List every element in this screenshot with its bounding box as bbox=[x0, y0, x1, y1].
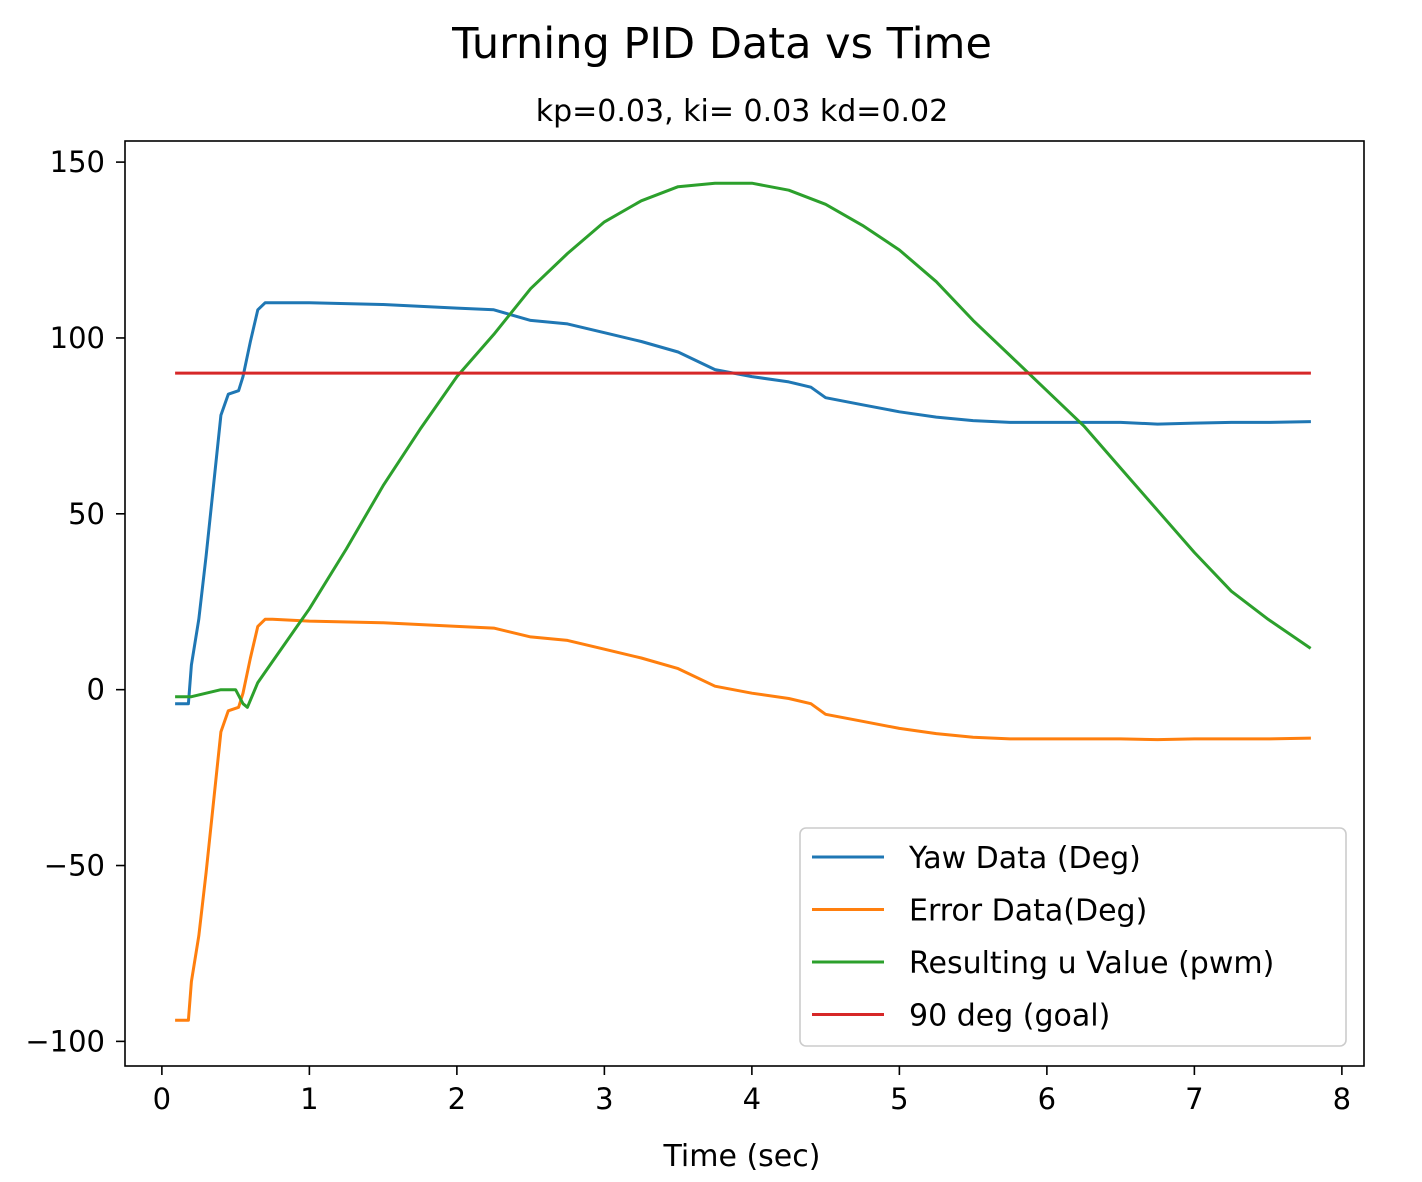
x-tick-label: 8 bbox=[1333, 1082, 1351, 1116]
y-tick-label: 100 bbox=[50, 321, 105, 355]
series-line-1 bbox=[175, 301, 1311, 706]
y-tick-label: 150 bbox=[50, 145, 105, 179]
y-axis: −100 −50 0 50 100 150 bbox=[25, 145, 125, 1058]
y-tick-label: 0 bbox=[87, 673, 105, 707]
x-tick-label: 7 bbox=[1185, 1082, 1203, 1116]
legend-label: Error Data(Deg) bbox=[909, 894, 1147, 929]
y-tick-label: −100 bbox=[25, 1024, 105, 1058]
x-tick-label: 5 bbox=[890, 1082, 908, 1116]
x-tick-label: 6 bbox=[1038, 1082, 1056, 1116]
x-axis-label: Time (sec) bbox=[663, 1139, 821, 1174]
legend-label: 90 deg (goal) bbox=[909, 999, 1110, 1034]
plot-frame bbox=[124, 140, 1365, 1067]
legend: Yaw Data (Deg) Error Data(Deg) Resulting u… bbox=[799, 827, 1347, 1047]
x-axis: 0 1 2 3 4 5 6 7 8 bbox=[153, 1066, 1351, 1116]
legend-label: Yaw Data (Deg) bbox=[908, 841, 1141, 876]
chart-subtitle: kp=0.03, ki= 0.03 kd=0.02 bbox=[536, 94, 949, 129]
y-tick-label: −50 bbox=[44, 849, 105, 883]
chart-title: Turning PID Data vs Time bbox=[451, 19, 992, 69]
series-lines bbox=[175, 181, 1312, 1022]
x-tick-label: 4 bbox=[743, 1082, 761, 1116]
y-tick-label: 50 bbox=[68, 497, 105, 531]
x-tick-label: 1 bbox=[300, 1082, 318, 1116]
legend-box bbox=[799, 827, 1347, 1047]
series-line-3 bbox=[175, 181, 1312, 709]
x-tick-label: 0 bbox=[153, 1082, 171, 1116]
legend-label: Resulting u Value (pwm) bbox=[909, 946, 1274, 981]
series-line-2 bbox=[175, 617, 1311, 1022]
x-tick-label: 2 bbox=[448, 1082, 466, 1116]
x-tick-label: 3 bbox=[595, 1082, 613, 1116]
